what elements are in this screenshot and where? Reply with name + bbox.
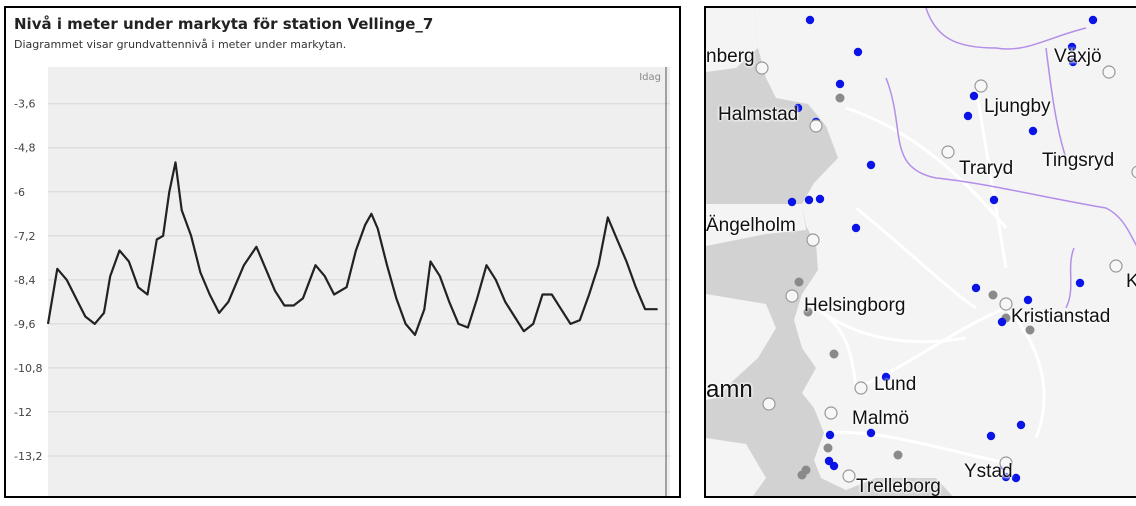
y-tick-label: -12 [14,406,32,419]
inactive-station-marker[interactable] [835,93,845,103]
station-marker[interactable] [881,372,891,382]
city-label: Traryd [959,158,1014,179]
y-tick-label: -10,8 [14,362,42,375]
town-marker [762,397,776,411]
inactive-station-marker[interactable] [794,277,804,287]
station-marker[interactable] [866,160,876,170]
station-marker[interactable] [1067,42,1077,52]
station-marker[interactable] [997,317,1007,327]
town-marker [974,79,988,93]
town-marker [785,289,799,303]
region-borders [885,8,1136,309]
chart-panel: Nivå i meter under markyta för station V… [4,6,681,498]
land-denmark [706,294,776,400]
inactive-station-marker[interactable] [823,443,833,453]
chart-subtitle: Diagrammet visar grundvattennivå i meter… [14,38,347,51]
city-label: Växjö [1054,46,1102,67]
station-marker[interactable] [1075,278,1085,288]
plot-area [48,67,670,496]
city-label: Malmö [852,408,910,429]
station-marker[interactable] [793,103,803,113]
town-marker [1131,165,1136,179]
station-marker[interactable] [825,430,835,440]
land-kullen [706,204,806,246]
city-label: Ystad [964,461,1013,482]
station-marker[interactable] [971,283,981,293]
station-marker[interactable] [835,79,845,89]
town-marker [941,145,955,159]
station-marker[interactable] [851,223,861,233]
station-marker[interactable] [787,197,797,207]
inactive-station-marker[interactable] [797,470,807,480]
station-marker[interactable] [805,15,815,25]
series-line [46,161,658,336]
town-marker [999,456,1013,470]
land-west [706,8,758,72]
station-marker[interactable] [986,431,996,441]
city-label: Halmstad [718,104,799,125]
city-label: Ängelholm [706,215,796,236]
roads [815,87,1046,465]
town-marker [755,61,769,75]
city-label: Kristianstad [1011,306,1111,327]
town-marker [999,297,1013,311]
city-label: Helsingborg [804,295,906,316]
y-tick-label: -7,2 [14,230,35,243]
y-tick-label: -4,8 [14,142,35,155]
town-marker [824,406,838,420]
station-marker[interactable] [1001,472,1011,482]
city-label: Trelleborg [856,476,941,497]
town-marker [854,381,868,395]
town-marker [1109,259,1123,273]
city-label: Lund [874,374,917,395]
inactive-station-marker[interactable] [988,290,998,300]
y-tick-label: -9,6 [14,318,35,331]
inactive-station-marker[interactable] [893,450,903,460]
town-marker [806,233,820,247]
station-marker[interactable] [829,461,839,471]
line-chart[interactable]: -3,6-4,8-6-7,2-8,4-9,6-10,8-12-13,2 2014… [6,8,681,498]
y-tick-label: -8,4 [14,274,35,287]
inactive-station-marker[interactable] [803,307,813,317]
station-marker[interactable] [1028,126,1038,136]
town-marker [1102,65,1116,79]
station-marker[interactable] [866,428,876,438]
station-marker[interactable] [969,91,979,101]
station-marker[interactable] [1068,57,1078,67]
today-label: Idag [639,72,661,83]
map[interactable] [706,8,1136,498]
y-tick-label: -3,6 [14,98,35,111]
chart-title: Nivå i meter under markyta för station V… [14,15,434,33]
station-marker[interactable] [1023,295,1033,305]
inactive-station-marker[interactable] [829,349,839,359]
station-marker[interactable] [963,111,973,121]
land-denmark-south [706,438,766,496]
inactive-station-marker[interactable] [1025,325,1035,335]
city-label: K [1126,271,1136,293]
map-panel[interactable]: nberg Växjö Halmstad Ljungby Traryd Ting… [704,6,1136,498]
station-marker[interactable] [1011,473,1021,483]
city-label: nberg [706,46,755,67]
station-marker[interactable] [804,195,814,205]
town-marker [842,469,856,483]
city-label: Ljungby [984,96,1051,117]
city-label: amn [706,376,753,403]
y-tick-label: -13,2 [14,450,42,463]
station-marker[interactable] [1016,420,1026,430]
station-marker[interactable] [989,195,999,205]
station-marker[interactable] [853,47,863,57]
station-marker[interactable] [1088,15,1098,25]
town-marker [809,119,823,133]
station-marker[interactable] [815,194,825,204]
y-tick-label: -6 [14,186,25,199]
city-label: Tingsryd [1042,150,1115,171]
